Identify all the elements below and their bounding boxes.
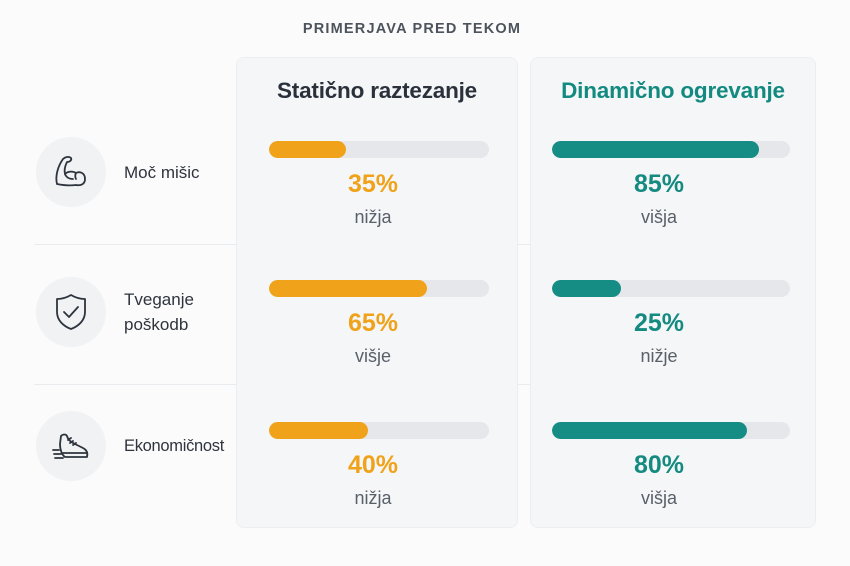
label-line: poškodb <box>124 315 189 334</box>
progress-track <box>552 141 790 158</box>
percent-value: 25% <box>633 309 685 337</box>
progress-fill <box>269 141 346 158</box>
progress-fill <box>269 280 428 297</box>
row-label-injury-risk: Tveganje poškodb <box>0 242 230 382</box>
row-label-text: Tveganje poškodb <box>124 287 194 337</box>
qualifier-text: nižja <box>354 207 392 227</box>
dynamic-warmup-card: Dinamično ogrevanje 85% višja 25% nižje … <box>530 57 816 528</box>
progress-track <box>552 422 790 439</box>
row-label-text: Moč mišic <box>124 160 200 185</box>
qualifier-text: nižje <box>640 346 678 366</box>
shield-check-icon <box>56 294 86 330</box>
icon-badge <box>36 277 106 347</box>
qualifier-text: višja <box>640 488 677 508</box>
icon-badge <box>36 411 106 481</box>
progress-fill <box>269 422 368 439</box>
progress-track <box>269 280 489 297</box>
column-title-static: Statično raztezanje <box>276 78 477 103</box>
label-line: Ekonomičnost <box>124 437 225 455</box>
percent-value: 35% <box>347 170 399 198</box>
row-label-muscle-power: Moč mišic <box>0 102 230 242</box>
page-title: PRIMERJAVA PRED TEKOM <box>302 21 522 37</box>
percent-value: 65% <box>347 309 399 337</box>
progress-track <box>269 422 489 439</box>
flexed-arm-icon <box>55 156 86 187</box>
qualifier-text: nižja <box>354 488 392 508</box>
running-shoe-icon <box>52 433 89 459</box>
icon-badge <box>36 137 106 207</box>
row-label-economy: Ekonomičnost <box>0 378 230 518</box>
progress-fill <box>552 280 622 297</box>
label-line: Moč mišic <box>124 163 200 182</box>
qualifier-text: višja <box>640 207 677 227</box>
qualifier-text: višje <box>354 346 391 366</box>
progress-track <box>269 141 489 158</box>
progress-fill <box>552 141 760 158</box>
progress-track <box>552 280 790 297</box>
percent-value: 80% <box>633 451 685 479</box>
percent-value: 40% <box>347 451 399 479</box>
row-label-text: Ekonomičnost <box>124 434 224 459</box>
progress-fill <box>552 422 748 439</box>
column-title-dynamic: Dinamično ogrevanje <box>561 78 785 103</box>
static-stretching-card: Statično raztezanje 35% nižja 65% višje … <box>236 57 518 528</box>
label-line: Tveganje <box>124 290 194 309</box>
percent-value: 85% <box>633 170 685 198</box>
